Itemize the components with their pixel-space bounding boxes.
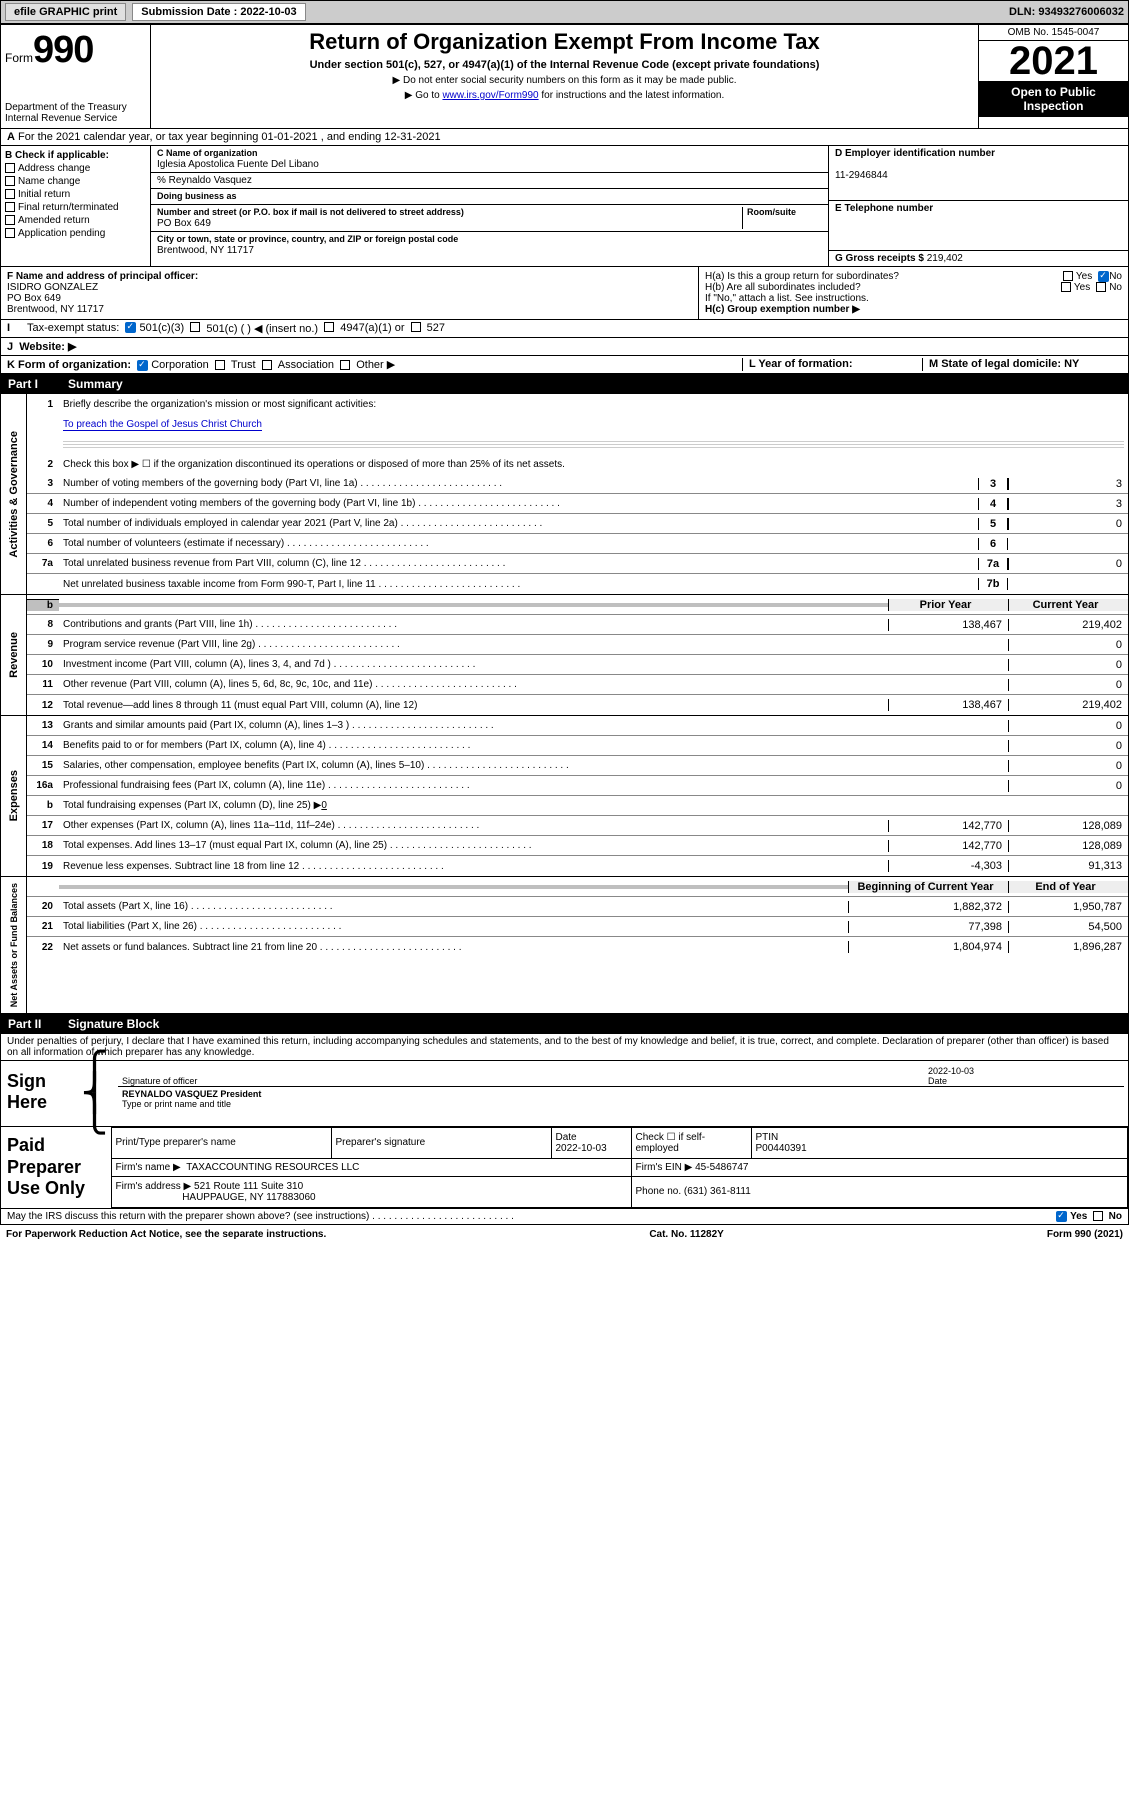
k-corp-checked[interactable] (137, 360, 148, 371)
discuss-yes-checked[interactable] (1056, 1211, 1067, 1222)
org-name-cell: C Name of organization Iglesia Apostolic… (151, 146, 828, 173)
line-j: J Website: ▶ (0, 338, 1129, 356)
check-name-change[interactable] (5, 176, 15, 186)
gross-receipts: G Gross receipts $ 219,402 (829, 251, 1128, 266)
submission-date: Submission Date : 2022-10-03 (132, 3, 305, 21)
check-initial-return[interactable] (5, 189, 15, 199)
net-assets-section: Net Assets or Fund Balances Beginning of… (0, 877, 1129, 1014)
efile-print-button[interactable]: efile GRAPHIC print (5, 3, 126, 21)
line-a: A For the 2021 calendar year, or tax yea… (0, 129, 1129, 146)
h-c: H(c) Group exemption number ▶ (705, 304, 1122, 315)
telephone: E Telephone number (829, 201, 1128, 251)
open-to-public: Open to Public Inspection (979, 81, 1128, 117)
f-h-block: F Name and address of principal officer:… (0, 267, 1129, 320)
k-assoc[interactable] (262, 360, 272, 370)
form-header: Form990 Department of the Treasury Inter… (0, 24, 1129, 129)
header-grid: B Check if applicable: Address change Na… (0, 146, 1129, 267)
h-a: H(a) Is this a group return for subordin… (705, 271, 1063, 282)
k-trust[interactable] (215, 360, 225, 370)
city-state-zip: City or town, state or province, country… (151, 232, 828, 258)
form-title: Return of Organization Exempt From Incom… (159, 29, 970, 55)
ha-yes[interactable] (1063, 271, 1073, 281)
activities-governance: Activities & Governance 1Briefly describ… (0, 394, 1129, 595)
street-address: Number and street (or P.O. box if mail i… (151, 205, 828, 232)
i-527[interactable] (411, 322, 421, 332)
expenses-section: Expenses 13Grants and similar amounts pa… (0, 716, 1129, 877)
paid-preparer-block: Paid Preparer Use Only Print/Type prepar… (0, 1127, 1129, 1209)
dba: Doing business as (151, 189, 828, 205)
officer-signature-line[interactable]: Signature of officer (118, 1076, 924, 1086)
sign-here-block: Sign Here ⎧⎨⎩ Signature of officer 2022-… (0, 1061, 1129, 1127)
care-of: % Reynaldo Vasquez (151, 173, 828, 189)
h-b: H(b) Are all subordinates included? (705, 282, 1061, 293)
i-501c3-checked[interactable] (125, 322, 136, 333)
h-b-note: If "No," attach a list. See instructions… (705, 293, 1122, 304)
irs-link[interactable]: www.irs.gov/Form990 (442, 90, 538, 101)
hb-yes[interactable] (1061, 282, 1071, 292)
k-other[interactable] (340, 360, 350, 370)
hb-no[interactable] (1096, 282, 1106, 292)
check-app-pending[interactable] (5, 228, 15, 238)
dept-treasury: Department of the Treasury Internal Reve… (5, 102, 146, 124)
revenue-section: Revenue b Prior YearCurrent Year 8Contri… (0, 595, 1129, 716)
i-4947[interactable] (324, 322, 334, 332)
form-number: Form990 (5, 29, 146, 72)
discuss-no[interactable] (1093, 1211, 1103, 1221)
i-501c[interactable] (190, 322, 200, 332)
col-b-checkboxes: B Check if applicable: Address change Na… (1, 146, 151, 266)
perjury-declaration: Under penalties of perjury, I declare th… (0, 1034, 1129, 1061)
ssn-note: ▶ Do not enter social security numbers o… (159, 75, 970, 86)
check-address-change[interactable] (5, 163, 15, 173)
dln: DLN: 93493276006032 (1009, 6, 1124, 18)
check-amended[interactable] (5, 215, 15, 225)
ha-no-checked[interactable] (1098, 271, 1109, 282)
line-i: ITax-exempt status: 501(c)(3) 501(c) ( )… (0, 320, 1129, 338)
tax-year: 2021 (979, 41, 1128, 81)
sign-date: 2022-10-03Date (924, 1066, 1124, 1086)
check-final-return[interactable] (5, 202, 15, 212)
mission-text: To preach the Gospel of Jesus Christ Chu… (63, 419, 262, 431)
part1-header: Part ISummary (0, 374, 1129, 394)
line-klm: K Form of organization: Corporation Trus… (0, 356, 1129, 374)
ein: D Employer identification number11-29468… (829, 146, 1128, 201)
page-footer: For Paperwork Reduction Act Notice, see … (0, 1225, 1129, 1244)
efile-topbar: efile GRAPHIC print Submission Date : 20… (0, 0, 1129, 24)
form-subtitle: Under section 501(c), 527, or 4947(a)(1)… (159, 59, 970, 71)
irs-discuss: May the IRS discuss this return with the… (0, 1209, 1129, 1225)
part2-header: Part IISignature Block (0, 1014, 1129, 1034)
goto-note: ▶ Go to www.irs.gov/Form990 for instruct… (159, 90, 970, 101)
officer-name: REYNALDO VASQUEZ PresidentType or print … (118, 1089, 1124, 1109)
